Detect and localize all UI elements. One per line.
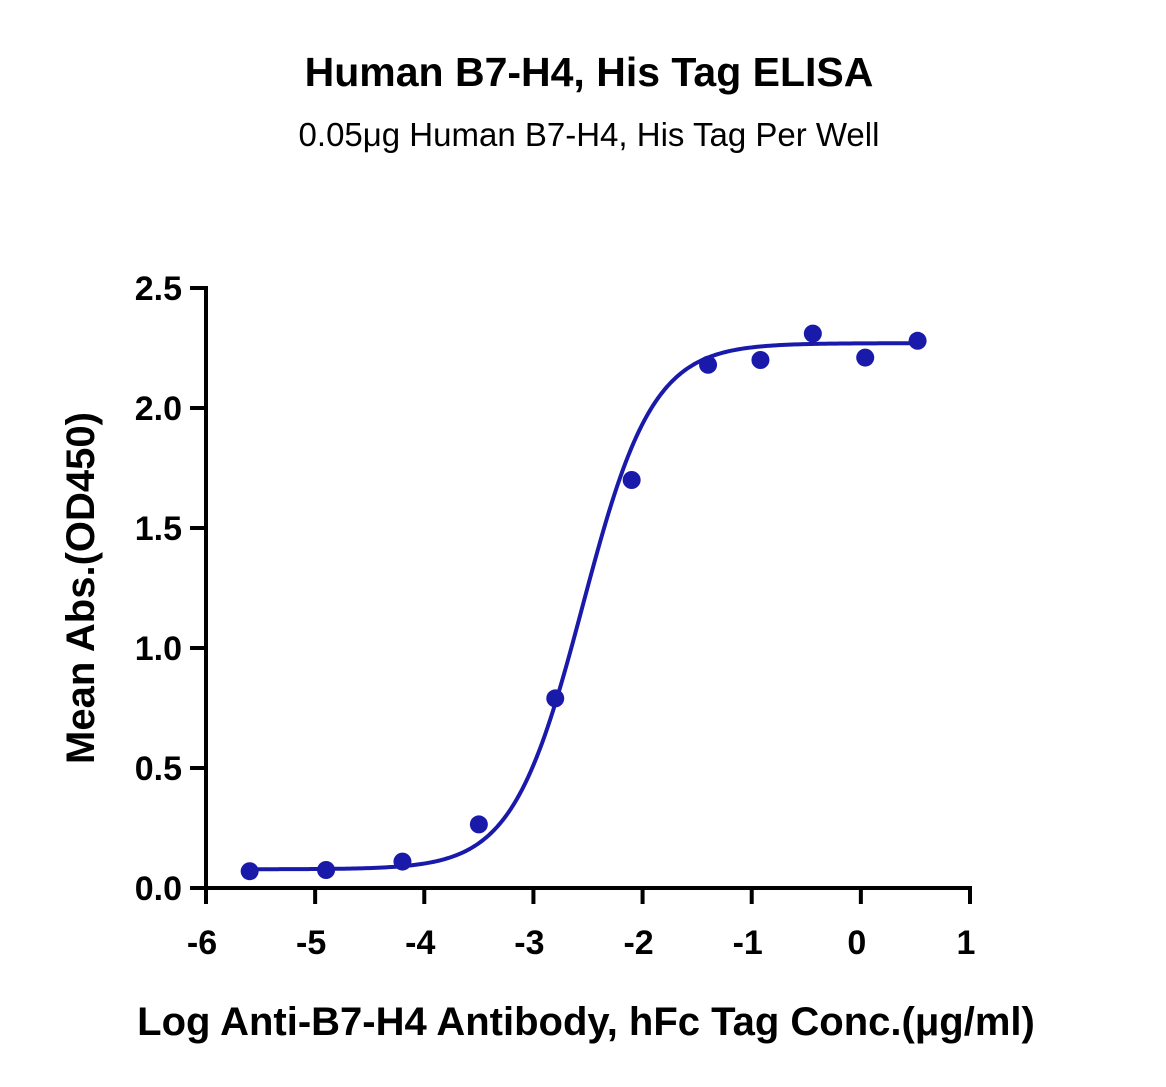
x-tick-label: -5 (296, 924, 326, 962)
data-point (699, 355, 718, 374)
x-tick-label: -6 (187, 924, 217, 962)
y-axis-ticks: 0.0 0.5 1.0 1.5 2.0 2.5 (135, 270, 206, 908)
y-axis-title: Mean Abs.(OD450) (59, 412, 103, 764)
data-point (908, 331, 927, 350)
x-tick-label: -1 (733, 924, 763, 962)
data-point (393, 852, 412, 871)
data-point (240, 862, 259, 881)
chart-title: Human B7-H4, His Tag ELISA (304, 49, 874, 95)
y-tick-label: 0.5 (135, 750, 182, 788)
fit-curve (249, 341, 918, 872)
data-point (469, 815, 488, 834)
data-point (751, 351, 770, 369)
y-tick-label: 0.0 (135, 870, 182, 908)
data-point (803, 324, 822, 343)
data-points (240, 324, 927, 881)
y-tick-label: 1.5 (135, 510, 182, 548)
x-tick-label: -4 (405, 924, 435, 962)
data-point (546, 689, 565, 708)
y-tick-label: 2.5 (135, 270, 182, 308)
fit-curve-group (249, 341, 918, 872)
x-axis-ticks: -6 -5 -4 -3 -2 -1 0 1 (187, 888, 976, 962)
y-tick-label: 1.0 (135, 630, 182, 668)
x-tick-label: -2 (623, 924, 653, 962)
x-axis-title: Log Anti-B7-H4 Antibody, hFc Tag Conc.(μ… (137, 1000, 1035, 1044)
axes (204, 286, 972, 890)
x-tick-label: -3 (514, 924, 544, 962)
data-point (856, 348, 875, 367)
data-point (317, 861, 336, 879)
y-tick-label: 2.0 (135, 390, 182, 428)
chart-subtitle: 0.05μg Human B7-H4, His Tag Per Well (298, 116, 880, 153)
x-tick-label: 1 (957, 924, 976, 962)
x-tick-label: 0 (847, 924, 866, 962)
data-point (622, 471, 641, 489)
